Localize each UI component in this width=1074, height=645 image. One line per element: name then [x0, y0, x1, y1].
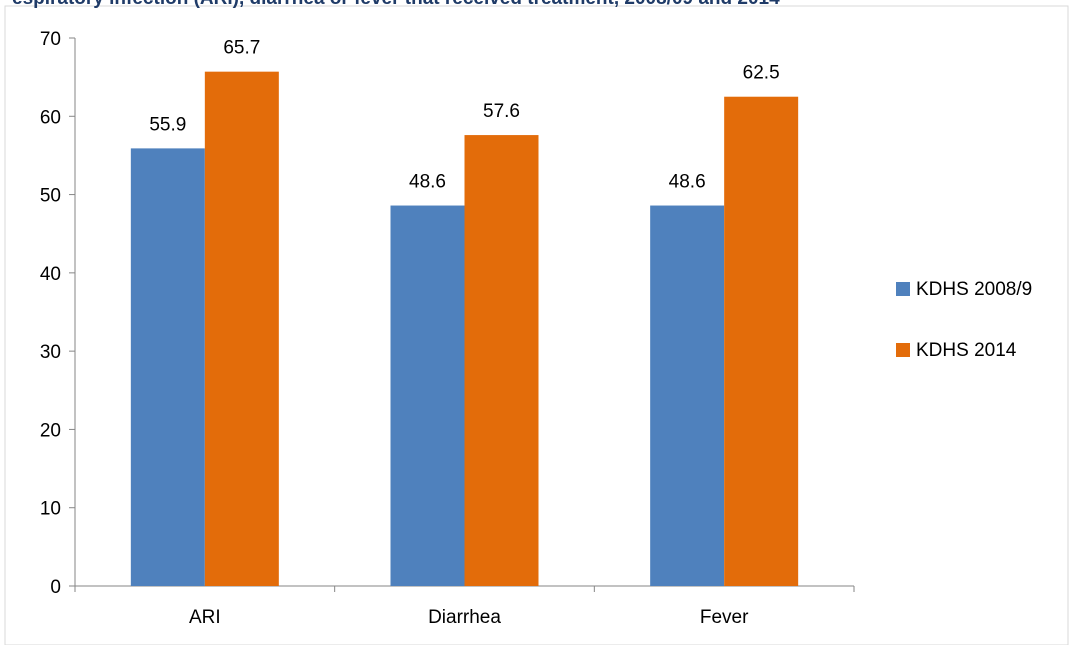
axes: 0 10 20 30 40 50 60 70 ARI Diarrhea Fever: [40, 29, 855, 628]
legend-swatch: [896, 343, 910, 357]
bar-diarrhea-kdhs-2008-9: [390, 205, 465, 586]
x-category-label: Diarrhea: [428, 607, 501, 628]
y-tick-label: 60: [40, 107, 61, 128]
legend-label: KDHS 2008/9: [916, 279, 1032, 300]
data-label: 65.7: [223, 38, 260, 59]
chart-title: espiratory infection (ARI), diarrhea or …: [12, 0, 780, 9]
x-category-label: ARI: [189, 607, 221, 628]
legend: KDHS 2008/9 KDHS 2014: [896, 279, 1032, 361]
data-label: 55.9: [149, 114, 186, 135]
y-tick-label: 70: [40, 29, 61, 50]
legend-swatch: [896, 282, 910, 296]
legend-label: KDHS 2014: [916, 340, 1017, 361]
y-tick-label: 20: [40, 420, 61, 441]
data-label: 57.6: [483, 101, 520, 122]
bar-fever-kdhs-2008-9: [650, 205, 725, 586]
bar-ari-kdhs-2008-9: [130, 148, 205, 586]
chart-border: [4, 5, 1069, 645]
y-tick-label: 30: [40, 342, 61, 363]
y-tick-label: 40: [40, 264, 61, 285]
bar-diarrhea-kdhs-2014: [464, 135, 539, 586]
bar-ari-kdhs-2014: [204, 71, 279, 587]
y-tick-label: 10: [40, 499, 61, 520]
bars-group: [130, 71, 799, 587]
data-label: 48.6: [669, 172, 706, 193]
data-label: 48.6: [409, 172, 446, 193]
y-tick-label: 0: [50, 577, 61, 598]
x-category-label: Fever: [700, 607, 749, 628]
y-tick-label: 50: [40, 186, 61, 207]
bar-fever-kdhs-2014: [724, 96, 799, 586]
data-label: 62.5: [743, 63, 780, 84]
data-labels-group: 55.9 65.7 48.6 57.6 48.6 62.5: [149, 38, 779, 193]
